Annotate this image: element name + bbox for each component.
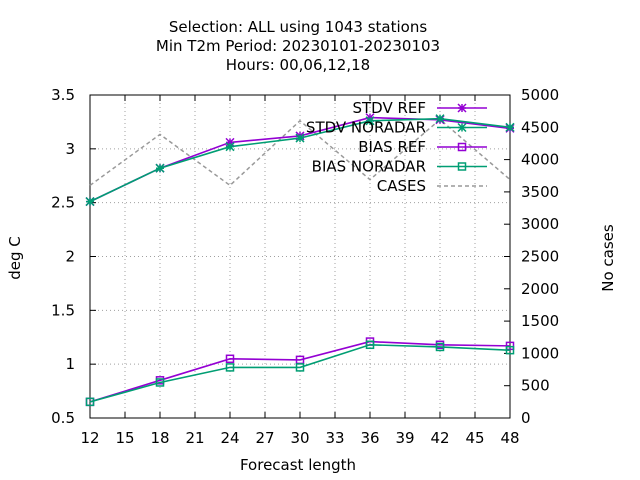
y-axis-right: 0 500 1000 1500 2000 2500 3000 3500 4000 4500 5000 — [504, 86, 559, 427]
y2-axis-label: No cases — [599, 224, 617, 292]
series-bias-noradar — [85, 340, 515, 407]
y-axis-label: deg C — [6, 236, 24, 280]
data-point — [225, 354, 235, 364]
data-point — [85, 397, 95, 407]
data-point — [295, 133, 305, 143]
x-tick-label: 27 — [255, 429, 274, 447]
data-point — [225, 137, 235, 147]
data-point — [225, 363, 235, 372]
y-tick-label: 3 — [65, 140, 75, 158]
y2-tick-label: 5000 — [521, 86, 559, 104]
legend-label: STDV REF — [352, 99, 426, 117]
y2-tick-label: 2500 — [521, 248, 559, 266]
x-tick-label: 36 — [360, 429, 379, 447]
data-point — [225, 142, 235, 152]
data-point — [435, 342, 445, 352]
series — [85, 113, 515, 407]
legend-marker — [457, 122, 467, 133]
data-point — [505, 341, 515, 351]
y-tick-label: 3.5 — [51, 86, 75, 104]
y-tick-label: 2 — [65, 248, 75, 266]
title-line-2: Min T2m Period: 20230101-20230103 — [156, 37, 440, 55]
series-line — [89, 118, 511, 187]
data-point — [505, 122, 515, 132]
x-tick-label: 24 — [220, 429, 239, 447]
y-tick-label: 2.5 — [51, 194, 75, 212]
legend-marker — [457, 103, 467, 113]
legend-label: BIAS REF — [358, 138, 426, 156]
y2-tick-label: 3500 — [521, 183, 559, 201]
y2-tick-label: 4000 — [521, 151, 559, 169]
legend-label: STDV NORADAR — [306, 119, 426, 137]
title-line-3: Hours: 00,06,12,18 — [226, 56, 370, 74]
x-tick-label: 39 — [395, 429, 414, 447]
x-tick-label: 48 — [500, 429, 519, 447]
y-axis-left: 0.5 1 1.5 2 2.5 3 3.5 — [51, 86, 96, 427]
data-point — [505, 345, 515, 355]
y2-tick-label: 4500 — [521, 118, 559, 136]
series-line — [89, 343, 511, 403]
x-tick-label: 30 — [290, 429, 309, 447]
x-tick-label: 33 — [325, 429, 344, 447]
data-point — [295, 363, 305, 372]
y2-tick-label: 3000 — [521, 215, 559, 233]
title-line-1: Selection: ALL using 1043 stations — [169, 18, 428, 36]
x-tick-label: 42 — [430, 429, 449, 447]
y2-tick-label: 0 — [521, 409, 531, 427]
series-line — [89, 340, 511, 403]
data-point — [155, 163, 165, 173]
x-tick-label: 12 — [80, 429, 99, 447]
x-axis-label: Forecast length — [240, 456, 356, 474]
x-tick-label: 15 — [115, 429, 134, 447]
grid — [90, 95, 510, 418]
data-point — [365, 116, 375, 126]
data-point — [435, 114, 445, 124]
legend-label: CASES — [377, 177, 426, 195]
series-cases — [89, 118, 511, 187]
x-axis: 12 15 18 21 24 27 30 33 36 39 42 45 48 — [80, 95, 520, 447]
legend-marker — [457, 162, 467, 171]
data-point — [365, 340, 375, 350]
y2-tick-label: 1000 — [521, 344, 559, 362]
data-point — [155, 378, 165, 387]
x-tick-label: 45 — [465, 429, 484, 447]
y-tick-label: 1.5 — [51, 301, 75, 319]
legend-label: BIAS NORADAR — [312, 158, 426, 176]
x-tick-label: 21 — [185, 429, 204, 447]
y2-tick-label: 500 — [521, 377, 550, 395]
data-point — [85, 197, 95, 207]
y-tick-label: 0.5 — [51, 409, 75, 427]
x-tick-label: 18 — [150, 429, 169, 447]
legend-marker — [457, 142, 467, 152]
y-tick-label: 1 — [65, 355, 75, 373]
y2-tick-label: 2000 — [521, 280, 559, 298]
series-stdv-noradar — [85, 114, 515, 207]
y2-tick-label: 1500 — [521, 312, 559, 330]
